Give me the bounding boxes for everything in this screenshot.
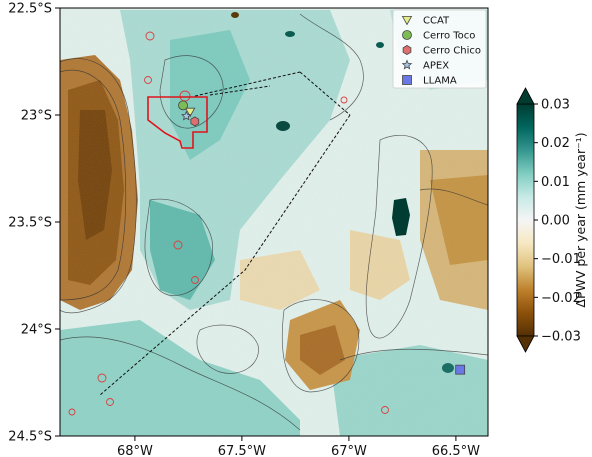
legend-marker-ccat xyxy=(401,15,413,26)
site-legend: CCAT Cerro Toco Cerro Chico APEX LLAMA xyxy=(392,9,487,89)
colorbar-min-extension xyxy=(516,335,535,353)
legend-label-apex: APEX xyxy=(423,61,449,72)
site-marker-ccat xyxy=(184,107,196,118)
colorbar-tick-label: 0.00 xyxy=(541,214,570,229)
site-markers xyxy=(178,100,466,375)
legend-label-ccat: CCAT xyxy=(423,16,450,27)
x-tick-label: 68°W xyxy=(117,444,153,457)
colorbar-max-extension xyxy=(516,87,535,105)
y-tick-label: 24°S xyxy=(21,323,52,338)
y-tick-label: 22.5°S xyxy=(8,2,52,17)
site-marker-apex xyxy=(181,110,192,121)
colorbar-tick-label: 0.02 xyxy=(541,136,570,151)
colorbar-tick-label: −0.01 xyxy=(541,252,581,267)
colorbar-tick-label: −0.03 xyxy=(541,330,581,345)
legend-label-llama: LLAMA xyxy=(423,76,457,87)
map-panel: CCAT Cerro Toco Cerro Chico APEX LLAMA xyxy=(59,7,489,437)
elevation-contours xyxy=(60,13,488,431)
site-marker-cerro-toco xyxy=(178,100,188,111)
legend-marker-llama xyxy=(402,75,412,85)
legend-label-cerro-chico: Cerro Chico xyxy=(423,46,481,57)
legend-label-cerro-toco: Cerro Toco xyxy=(423,31,475,42)
map-axes: 68°W 67.5°W 67°W 66.5°W 22.5°S 23°S 23.5°S 24°S… xyxy=(8,2,480,457)
colorbar-tick-label: 0.03 xyxy=(541,98,570,113)
y-tick-label: 23°S xyxy=(21,109,52,124)
x-tick-label: 67°W xyxy=(331,444,367,457)
legend-marker-cerro-chico xyxy=(402,45,412,55)
colorbar-tick-label: −0.02 xyxy=(541,291,581,306)
colorbar-label: ΔPWV per year (mm year⁻¹) xyxy=(573,132,588,307)
dashed-boundary xyxy=(99,71,351,396)
colorbar-tick-label: 0.01 xyxy=(541,175,570,190)
high-elevation-contours xyxy=(68,31,389,416)
site-marker-cerro-chico xyxy=(190,116,200,127)
site-marker-llama xyxy=(455,364,466,375)
strong-positive-spots xyxy=(231,12,454,373)
colorbar: 0.03 0.02 0.01 0.00 −0.01 −0.02 −0.03 ΔPWV per… xyxy=(516,87,588,353)
y-tick-label: 23.5°S xyxy=(8,216,52,231)
colorbar-gradient xyxy=(516,103,535,337)
x-tick-label: 67.5°W xyxy=(218,444,266,457)
legend-marker-apex xyxy=(401,59,413,70)
colorbar-ticks: 0.03 0.02 0.01 0.00 −0.01 −0.02 −0.03 xyxy=(534,98,581,345)
x-tick-label: 66.5°W xyxy=(432,444,480,457)
site-region-outline xyxy=(147,96,208,149)
legend-marker-cerro-toco xyxy=(402,30,412,40)
y-tick-label: 24.5°S xyxy=(8,430,52,445)
